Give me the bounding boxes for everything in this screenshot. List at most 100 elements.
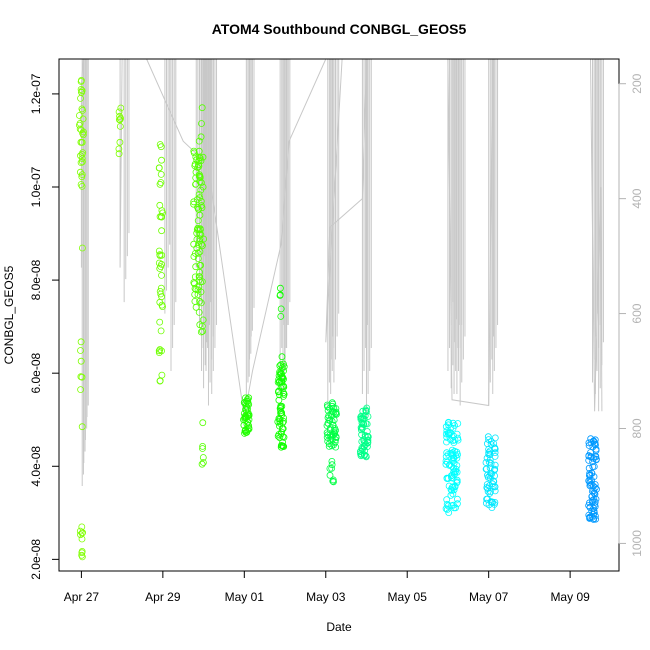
data-point: [483, 440, 491, 448]
data-point: [452, 465, 460, 473]
data-point: [158, 371, 166, 379]
data-point: [277, 430, 285, 438]
data-point: [78, 523, 86, 531]
data-point: [275, 387, 283, 395]
data-point: [592, 447, 600, 454]
data-point: [453, 479, 461, 487]
data-point: [484, 485, 492, 493]
data-point: [323, 429, 331, 437]
data-point: [157, 290, 165, 298]
data-point: [78, 77, 85, 84]
data-point: [76, 112, 83, 119]
data-point: [590, 489, 598, 497]
y2-tick-label: 800: [630, 418, 644, 438]
data-point: [80, 128, 87, 136]
data-point: [78, 150, 86, 158]
data-point: [117, 115, 124, 122]
data-point: [77, 152, 84, 160]
data-point: [329, 400, 337, 408]
data-point: [79, 158, 86, 166]
x-tick-label: May 05: [388, 590, 428, 604]
data-point: [491, 444, 499, 452]
data-point: [199, 442, 207, 450]
y-tick-label: 6.0e-08: [29, 353, 43, 394]
data-point: [358, 419, 366, 427]
data-point: [483, 454, 491, 462]
data-point: [195, 276, 203, 284]
data-point: [483, 495, 491, 503]
data-point: [328, 417, 336, 425]
data-point: [158, 227, 166, 235]
data-point: [484, 433, 492, 441]
pressure-track-layer: [80, 58, 604, 486]
data-point: [588, 480, 596, 488]
data-point: [196, 178, 204, 185]
data-point: [196, 194, 204, 202]
data-point: [358, 423, 366, 431]
data-point: [190, 279, 198, 286]
data-point: [443, 458, 451, 466]
data-point: [156, 180, 164, 188]
data-point: [593, 455, 600, 463]
data-point: [192, 303, 200, 311]
data-point: [586, 504, 594, 511]
data-point: [77, 531, 84, 539]
data-point: [197, 133, 205, 141]
data-point: [325, 412, 333, 419]
data-point: [157, 170, 165, 178]
data-point: [360, 415, 368, 423]
data-point: [491, 449, 499, 457]
data-point: [240, 416, 247, 424]
data-point: [278, 353, 286, 361]
data-point: [78, 182, 86, 190]
data-point: [277, 312, 285, 320]
x-tick-label: May 07: [469, 590, 509, 604]
x-tick-label: May 09: [550, 590, 590, 604]
data-point: [362, 406, 370, 414]
data-point: [449, 490, 457, 498]
data-point: [245, 411, 253, 419]
data-point: [590, 438, 597, 445]
data-point: [442, 423, 450, 431]
data-point: [324, 419, 332, 427]
data-point: [78, 423, 86, 431]
data-point: [451, 482, 459, 490]
data-point: [155, 349, 163, 357]
data-point: [588, 469, 596, 477]
data-point: [197, 278, 204, 286]
y-tick-label: 4.0e-08: [29, 446, 43, 487]
data-point: [196, 273, 204, 281]
data-point: [199, 445, 206, 452]
data-point: [196, 225, 204, 233]
data-point: [158, 213, 166, 221]
data-point: [357, 413, 365, 421]
data-point: [488, 480, 496, 488]
data-point: [276, 391, 283, 399]
y2-tick-label: 400: [630, 188, 644, 208]
data-point: [276, 419, 284, 427]
data-point: [157, 143, 165, 151]
data-point: [276, 291, 284, 299]
data-point: [278, 411, 286, 419]
data-point: [325, 442, 333, 450]
data-point: [443, 474, 451, 482]
data-point: [450, 504, 458, 512]
data-point: [483, 481, 491, 488]
data-point: [191, 291, 199, 298]
data-point: [445, 421, 452, 429]
data-point: [328, 457, 336, 465]
data-point: [244, 395, 251, 403]
data-point: [156, 318, 164, 326]
data-point: [590, 507, 598, 515]
x-tick-label: May 03: [306, 590, 346, 604]
data-point: [195, 308, 203, 316]
data-point: [588, 507, 596, 515]
data-point: [115, 108, 123, 116]
data-point: [330, 416, 338, 424]
data-point: [280, 360, 287, 368]
data-point: [274, 418, 282, 426]
data-point: [491, 452, 499, 460]
data-point: [442, 457, 450, 465]
data-point: [487, 460, 495, 467]
